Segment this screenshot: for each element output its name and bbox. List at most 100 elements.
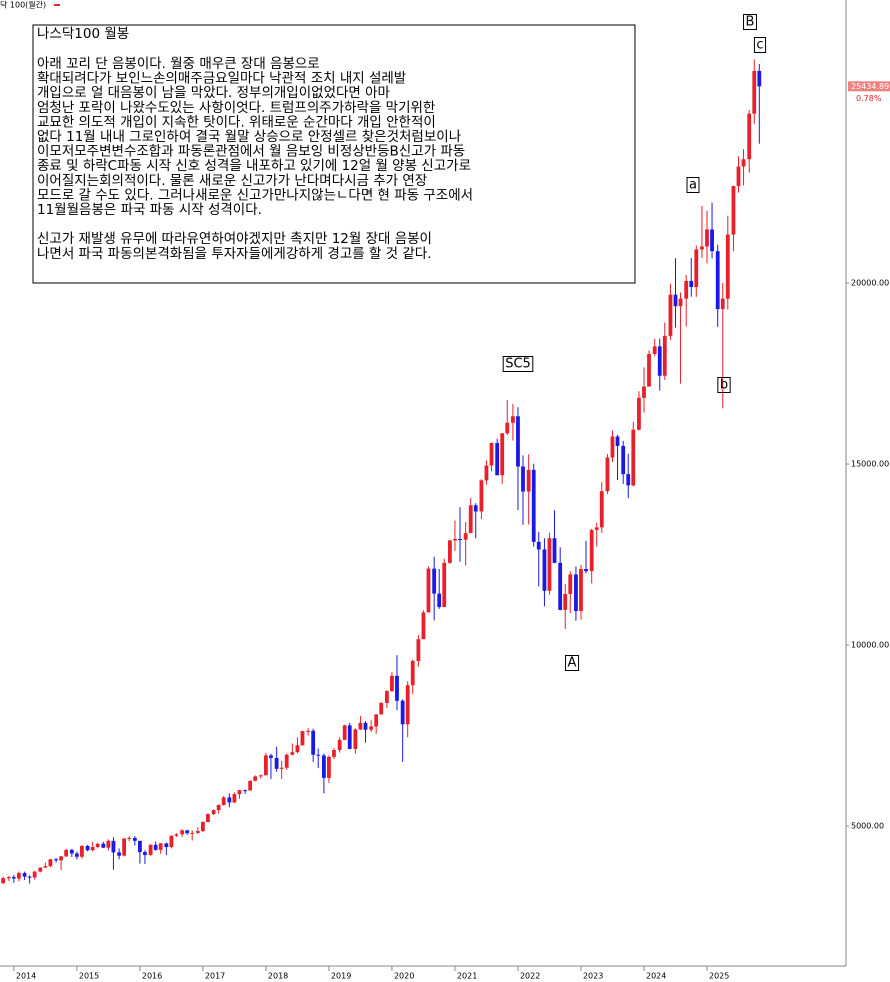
candle-body <box>579 569 583 611</box>
candle-body <box>489 443 494 466</box>
candle-body <box>657 346 662 376</box>
candle-body <box>484 465 489 481</box>
candle-body <box>684 280 689 299</box>
candle-body <box>158 843 163 850</box>
candle-body <box>673 294 678 307</box>
x-tick-label: 2023 <box>583 972 603 981</box>
candle-body <box>662 335 667 376</box>
candle-body <box>615 436 620 446</box>
x-tick-label: 2014 <box>16 972 36 981</box>
candle-body <box>720 298 725 310</box>
candle-body <box>1 878 6 884</box>
candle-body <box>458 538 462 540</box>
candle-body <box>432 568 437 594</box>
y-tick-label: 20000.00 <box>851 279 889 288</box>
candle-body <box>626 474 631 486</box>
last-price-label: 25434.89 <box>851 82 889 91</box>
candle-body <box>374 714 379 727</box>
candle-body <box>479 480 484 512</box>
candle-body <box>95 843 100 847</box>
note-line: 11월월음봉은 파국 파동 시작 성격이다. <box>37 202 262 218</box>
candle-body <box>437 593 442 608</box>
candle-body <box>574 574 578 611</box>
candle-body <box>253 776 258 781</box>
y-tick-label: 5000.00 <box>851 822 884 831</box>
candle-body <box>405 685 410 725</box>
candle-body <box>694 249 699 288</box>
candle-body <box>258 775 263 777</box>
candle-body <box>127 837 132 839</box>
candle-body <box>216 805 221 811</box>
candle-body <box>185 830 190 834</box>
wave-label-box <box>502 356 534 372</box>
candle-body <box>153 844 158 850</box>
candle-body <box>400 700 405 725</box>
candle-body <box>316 754 321 756</box>
candle-body <box>180 830 185 835</box>
candle-body <box>531 469 536 542</box>
candle-body <box>621 445 626 475</box>
note-line: 아래 꼬리 단 음봉이다. 월중 매우큰 장대 음봉으로 <box>37 56 320 72</box>
candle-body <box>547 538 552 591</box>
wave-label: a <box>689 178 697 193</box>
candle-body <box>164 843 169 847</box>
candle-body <box>337 739 342 750</box>
candle-body <box>353 729 358 749</box>
candle-body <box>248 780 253 791</box>
candle-body <box>495 443 500 476</box>
candle-body <box>448 540 452 563</box>
x-tick-label: 2022 <box>520 972 540 981</box>
candle-body <box>174 834 179 836</box>
candle-body <box>747 113 752 160</box>
candle-body <box>563 593 568 610</box>
last-price-tag <box>848 81 890 92</box>
candle-body <box>311 730 316 755</box>
candle-body <box>132 837 137 841</box>
candle-body <box>599 491 604 528</box>
candle-body <box>678 298 683 307</box>
x-tick-label: 2025 <box>709 972 729 981</box>
candle-body <box>384 690 389 703</box>
x-tick-label: 2019 <box>331 972 351 981</box>
y-tick-label: 15000.00 <box>851 460 889 469</box>
candle-body <box>605 457 610 492</box>
wave-label: c <box>756 38 763 53</box>
candle-body <box>369 726 374 730</box>
note-line: 모드로 갈 수도 있다. 그러나새로운 신고가만나지않는ㄴ다면 현 파동 구조에… <box>37 187 473 203</box>
x-tick-label: 2020 <box>394 972 414 981</box>
candle-body <box>542 549 547 591</box>
candle-body <box>201 822 205 832</box>
note-line: 확대되려다가 보인느손의매주금요일마다 낙관적 조치 내지 설레발 <box>37 71 406 87</box>
candle-body <box>195 831 200 833</box>
candle-body <box>279 767 284 769</box>
candle-body <box>710 229 714 252</box>
candle-body <box>473 505 478 512</box>
candle-body <box>6 877 11 879</box>
candle-body <box>610 436 615 458</box>
candle-body <box>111 840 116 853</box>
candle-body <box>410 660 415 686</box>
candle-body <box>290 752 295 755</box>
note-line: 나면서 파국 파동의본격화됨을 투자자들에게강하게 경고를 할 것 같다. <box>37 246 432 262</box>
candle-body <box>137 840 142 853</box>
candle-body <box>558 562 563 610</box>
candle-body <box>526 469 531 492</box>
x-tick-label: 2017 <box>205 972 225 981</box>
candle-body <box>390 675 394 691</box>
note-title: 나스닥100 월봉 <box>37 26 129 42</box>
candle-body <box>584 569 588 572</box>
candle-body <box>736 166 741 187</box>
wave-label-box <box>743 14 757 30</box>
candle-body <box>64 849 69 857</box>
note-frame <box>32 24 636 284</box>
x-tick-label: 2024 <box>646 972 666 981</box>
candle-body <box>321 755 326 778</box>
candle-body <box>143 852 147 855</box>
candle-body <box>59 856 64 861</box>
candle-body <box>468 505 473 534</box>
candle-body <box>642 386 646 398</box>
candle-body <box>652 346 657 355</box>
candle-body <box>416 639 421 661</box>
